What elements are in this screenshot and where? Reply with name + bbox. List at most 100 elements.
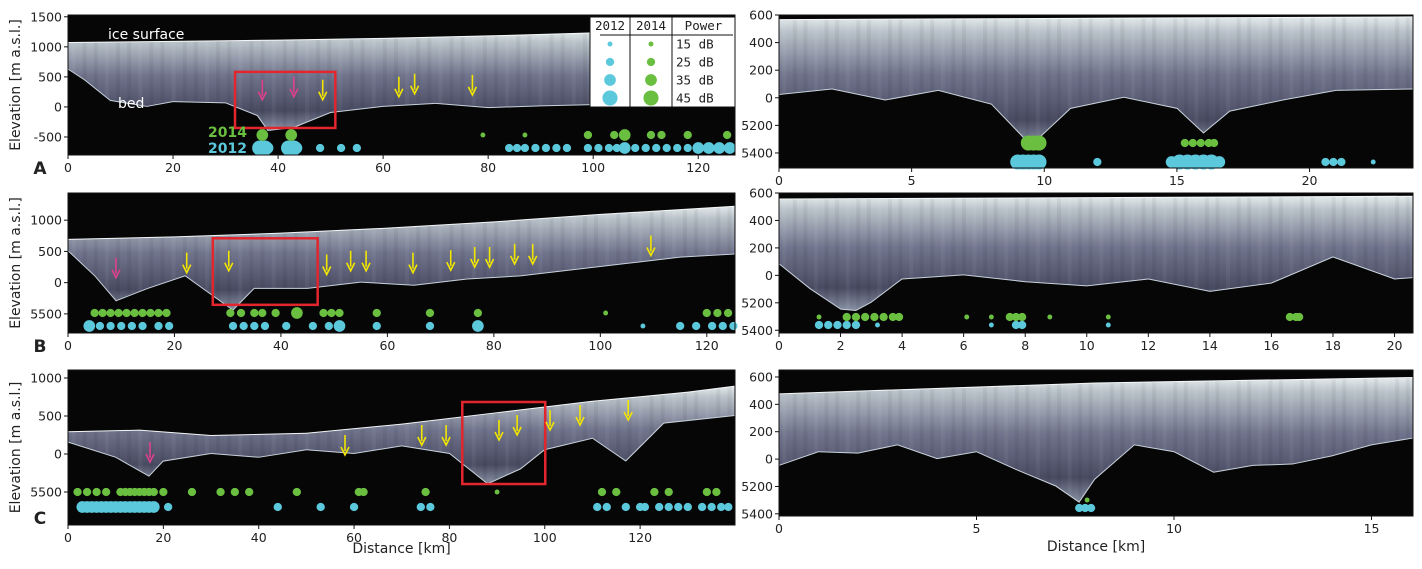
power-dot bbox=[870, 312, 879, 322]
power-dot bbox=[723, 142, 736, 154]
x-tick-label: 80 bbox=[486, 338, 502, 353]
power-dot bbox=[260, 321, 270, 331]
power-dot bbox=[1084, 497, 1090, 503]
x-tick-label: 10 bbox=[1036, 173, 1052, 188]
power-dot bbox=[842, 320, 851, 330]
power-dot bbox=[1321, 157, 1330, 167]
power-dot bbox=[964, 314, 970, 320]
power-dot bbox=[324, 321, 333, 331]
below-bed bbox=[779, 257, 1413, 333]
power-dot bbox=[250, 321, 259, 331]
above-surface bbox=[68, 370, 735, 435]
power-dot bbox=[851, 312, 861, 322]
y-tick-label: 600 bbox=[749, 369, 773, 384]
power-dot bbox=[988, 314, 994, 320]
y-tick-label: 0 bbox=[765, 268, 773, 283]
power-dot bbox=[291, 307, 303, 319]
power-dot bbox=[691, 321, 701, 331]
radargram bbox=[68, 370, 735, 525]
ice-band bbox=[779, 16, 1413, 147]
legend-dot bbox=[645, 74, 657, 86]
power-dot bbox=[655, 502, 664, 512]
power-dot bbox=[875, 322, 880, 328]
x-tick-label: 20 bbox=[167, 338, 183, 353]
y-tick-label: 600 bbox=[749, 186, 773, 201]
power-dot bbox=[82, 487, 92, 497]
power-dot bbox=[154, 321, 163, 331]
x-tick-label: 0 bbox=[775, 173, 783, 188]
y-tick-label: 1000 bbox=[30, 370, 62, 385]
x-tick-label: 100 bbox=[581, 160, 605, 175]
x-tick-label: 18 bbox=[1325, 338, 1341, 353]
x-tick-label: 120 bbox=[628, 530, 652, 545]
y-tick-label: 5200 bbox=[741, 295, 773, 310]
power-dot bbox=[603, 310, 609, 316]
below-bed bbox=[68, 69, 735, 155]
legend-dot bbox=[607, 41, 613, 47]
x-tick-label: 80 bbox=[480, 160, 496, 175]
power-dot bbox=[1017, 320, 1027, 330]
legend-dot bbox=[646, 57, 656, 67]
plot-frame bbox=[67, 369, 736, 526]
arrow bbox=[467, 74, 478, 97]
arrow bbox=[528, 243, 538, 266]
x-tick-label: 60 bbox=[346, 530, 362, 545]
power-dot bbox=[814, 320, 824, 330]
y-tick-label: 5500 bbox=[30, 485, 62, 500]
y-tick-label: 600 bbox=[749, 8, 773, 23]
legend-dot bbox=[604, 74, 616, 86]
power-dot bbox=[522, 132, 528, 138]
power-dot bbox=[425, 321, 435, 331]
power-dot bbox=[717, 502, 726, 512]
arrow bbox=[469, 247, 480, 269]
power-dot bbox=[702, 142, 715, 154]
power-dot bbox=[187, 487, 197, 497]
arrow bbox=[484, 247, 495, 269]
arrow bbox=[575, 404, 585, 427]
power-dot bbox=[664, 487, 673, 497]
power-dot bbox=[652, 143, 661, 153]
power-dot bbox=[494, 489, 500, 495]
power-dot bbox=[1329, 157, 1338, 167]
power-dot bbox=[236, 308, 246, 318]
power-dot bbox=[724, 502, 733, 512]
y-tick-label: 0 bbox=[54, 99, 62, 114]
ice-band bbox=[779, 376, 1413, 503]
y-axis-label: Elevation [m a.s.l.] bbox=[8, 382, 24, 514]
arrow bbox=[509, 243, 520, 266]
power-dot bbox=[713, 142, 726, 154]
x-tick-label: 120 bbox=[686, 160, 710, 175]
annotation: bed bbox=[118, 96, 144, 112]
power-dot bbox=[473, 308, 483, 318]
x-tick-label: 15 bbox=[1169, 173, 1185, 188]
y-tick-label: 200 bbox=[749, 424, 773, 439]
power-dot bbox=[842, 312, 851, 322]
power-dot bbox=[583, 143, 593, 153]
power-dot bbox=[308, 321, 318, 331]
x-tick-label: 120 bbox=[695, 338, 719, 353]
x-tick-label: 6 bbox=[960, 338, 968, 353]
arrow bbox=[646, 235, 656, 258]
plot-frame bbox=[778, 369, 1414, 517]
x-tick-label: 0 bbox=[64, 160, 72, 175]
power-dot bbox=[562, 143, 572, 153]
power-dot bbox=[239, 321, 248, 331]
power-dot bbox=[879, 312, 888, 322]
power-dot bbox=[531, 143, 540, 153]
x-tick-label: 5 bbox=[973, 521, 981, 536]
x-tick-label: 2 bbox=[837, 338, 845, 353]
power-dot bbox=[372, 308, 381, 318]
power-dot bbox=[106, 308, 115, 318]
power-dot bbox=[541, 143, 551, 153]
power-dot bbox=[1180, 138, 1190, 148]
power-dot bbox=[1017, 312, 1027, 322]
highlight-box bbox=[233, 70, 337, 130]
power-dot bbox=[122, 308, 131, 318]
power-dot bbox=[327, 308, 336, 318]
power-dot bbox=[98, 308, 107, 318]
above-surface bbox=[779, 370, 1413, 394]
x-tick-label: 0 bbox=[64, 338, 72, 353]
arrow bbox=[340, 434, 350, 457]
panel-letter: A bbox=[33, 159, 47, 179]
